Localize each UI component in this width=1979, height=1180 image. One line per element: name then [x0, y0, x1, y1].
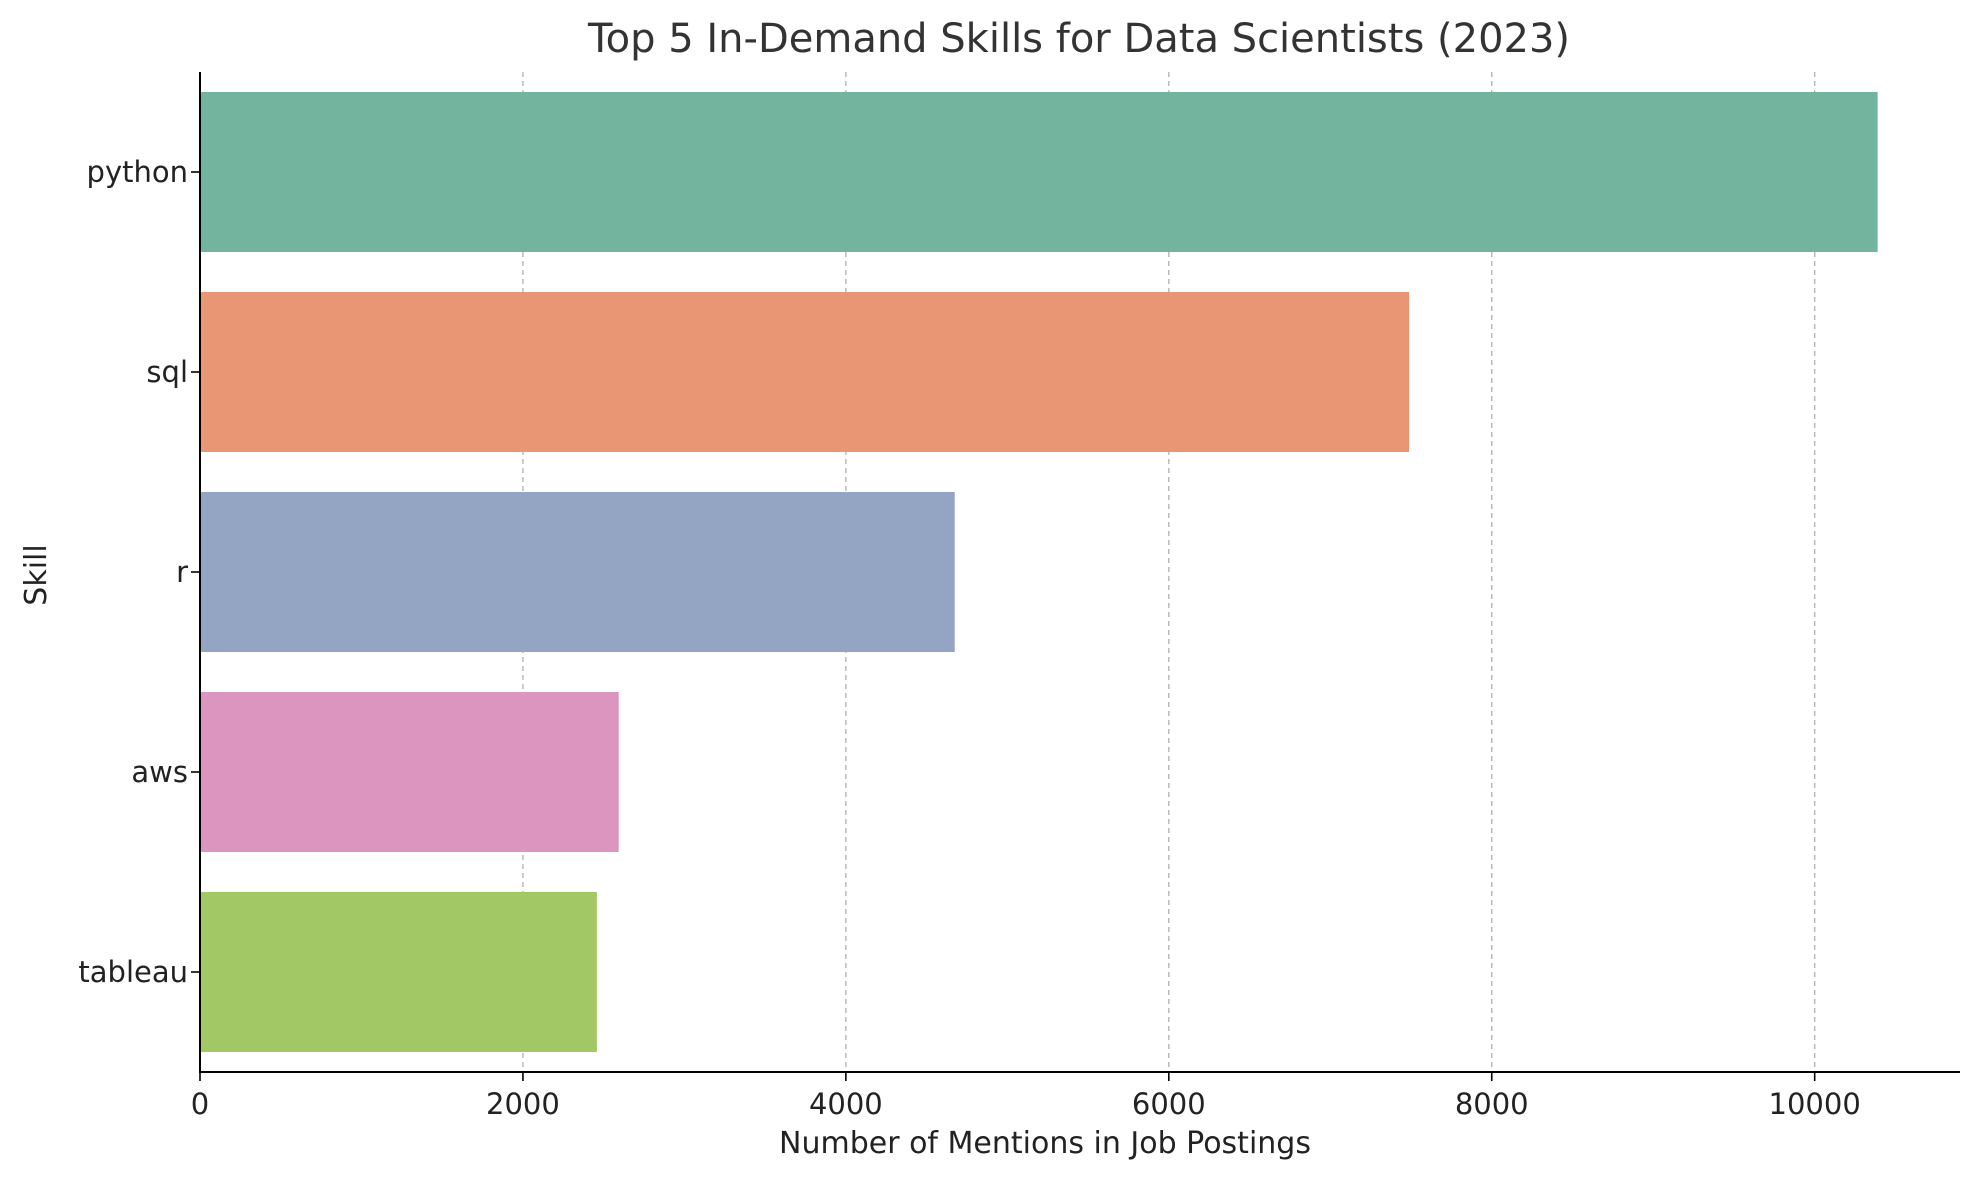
x-tick-label-8000: 8000	[1455, 1087, 1529, 1121]
x-axis-label: Number of Mentions in Job Postings	[779, 1126, 1311, 1161]
y-tick-label-python: python	[87, 155, 188, 189]
bar-python	[200, 92, 1878, 252]
ticks: python sql r aws tableau 0 2000 4000 6000 8000 100…	[78, 155, 1860, 1121]
bar-r	[200, 492, 955, 652]
bar-aws	[200, 692, 619, 852]
bar-sql	[200, 292, 1410, 452]
x-tick-label-0: 0	[191, 1087, 209, 1121]
x-tick-label-4000: 4000	[809, 1087, 883, 1121]
chart-title: Top 5 In-Demand Skills for Data Scientis…	[587, 16, 1570, 62]
x-tick-label-2000: 2000	[486, 1087, 560, 1121]
x-tick-label-10000: 10000	[1769, 1087, 1861, 1121]
y-tick-label-r: r	[176, 555, 188, 589]
y-tick-label-tableau: tableau	[78, 955, 188, 989]
y-axis-label: Skill	[19, 544, 54, 605]
x-tick-label-6000: 6000	[1132, 1087, 1206, 1121]
bars	[200, 92, 1878, 1052]
y-tick-label-sql: sql	[146, 355, 188, 389]
y-tick-label-aws: aws	[131, 755, 188, 789]
bar-tableau	[200, 892, 597, 1052]
